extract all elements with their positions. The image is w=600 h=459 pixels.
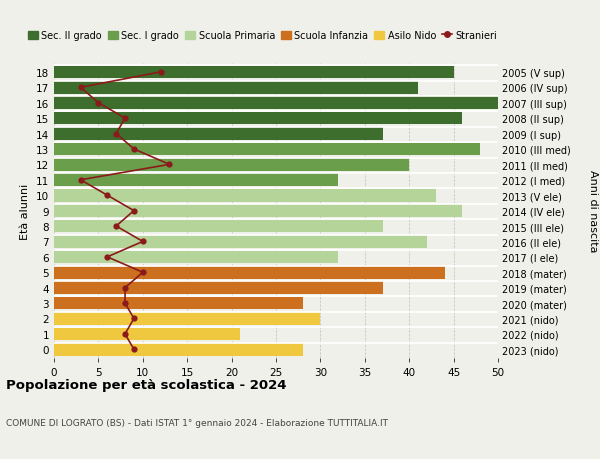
- Bar: [54, 159, 409, 171]
- Bar: [54, 297, 302, 310]
- Bar: [54, 143, 480, 156]
- Bar: [54, 112, 463, 125]
- Bar: [54, 282, 383, 294]
- Bar: [54, 251, 338, 263]
- Y-axis label: Anni di nascita: Anni di nascita: [587, 170, 598, 252]
- Bar: [54, 128, 383, 140]
- Bar: [54, 313, 320, 325]
- Text: Popolazione per età scolastica - 2024: Popolazione per età scolastica - 2024: [6, 379, 287, 392]
- Bar: [54, 266, 445, 279]
- Bar: [54, 67, 454, 79]
- Bar: [54, 205, 463, 218]
- Bar: [54, 235, 427, 248]
- Bar: [54, 174, 338, 187]
- Bar: [54, 82, 418, 95]
- Bar: [54, 220, 383, 233]
- Bar: [54, 343, 302, 356]
- Legend: Sec. II grado, Sec. I grado, Scuola Primaria, Scuola Infanzia, Asilo Nido, Stran: Sec. II grado, Sec. I grado, Scuola Prim…: [28, 31, 497, 41]
- Bar: [54, 328, 241, 341]
- Text: COMUNE DI LOGRATO (BS) - Dati ISTAT 1° gennaio 2024 - Elaborazione TUTTITALIA.IT: COMUNE DI LOGRATO (BS) - Dati ISTAT 1° g…: [6, 418, 388, 427]
- Bar: [54, 97, 498, 110]
- Y-axis label: Età alunni: Età alunni: [20, 183, 31, 239]
- Bar: [54, 190, 436, 202]
